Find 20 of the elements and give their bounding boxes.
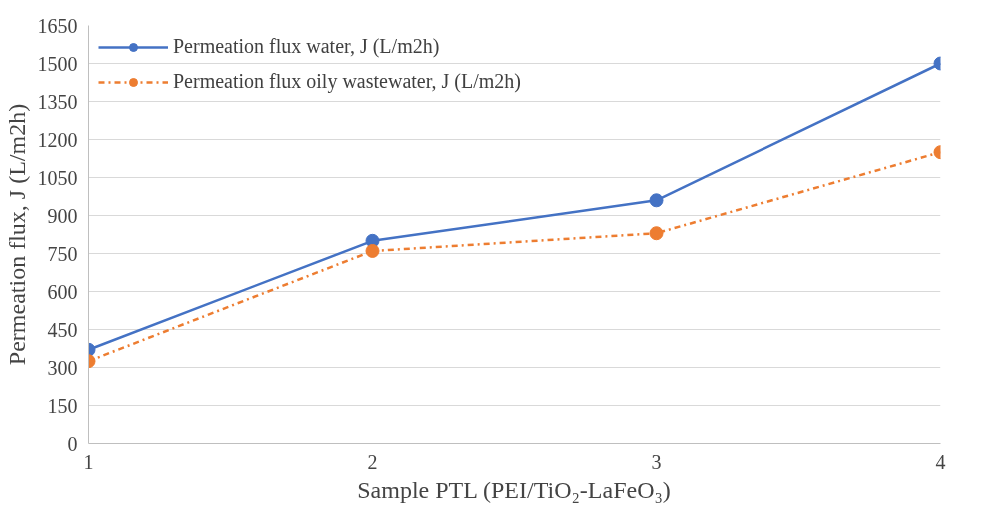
x-tick-label: 4: [935, 450, 946, 473]
y-tick-label: 450: [47, 318, 78, 341]
y-tick-label: 0: [67, 432, 78, 455]
x-tick-label: 1: [83, 450, 94, 473]
y-tick-label: 1500: [37, 52, 78, 75]
y-tick-label: 1050: [37, 166, 78, 189]
x-tick-label: 3: [651, 450, 662, 473]
x-axis-title: Sample PTL (PEI/TiO₂-LaFeO₃): [357, 476, 671, 503]
y-tick-label: 1200: [37, 128, 78, 151]
y-tick-label: 300: [47, 356, 78, 379]
legend-label: Permeation flux water, J (L/m2h): [173, 35, 440, 58]
legend-label: Permeation flux oily wastewater, J (L/m2h): [173, 70, 521, 93]
y-tick-label: 900: [47, 204, 78, 227]
y-tick-label: 1650: [37, 14, 78, 37]
y-axis-title: Permeation flux, J (L/m2h): [3, 103, 30, 366]
y-tick-label: 150: [47, 394, 78, 417]
y-tick-label: 600: [47, 280, 78, 303]
y-tick-label: 1350: [37, 90, 78, 113]
x-tick-label: 2: [367, 450, 378, 473]
y-tick-label: 750: [47, 242, 78, 265]
